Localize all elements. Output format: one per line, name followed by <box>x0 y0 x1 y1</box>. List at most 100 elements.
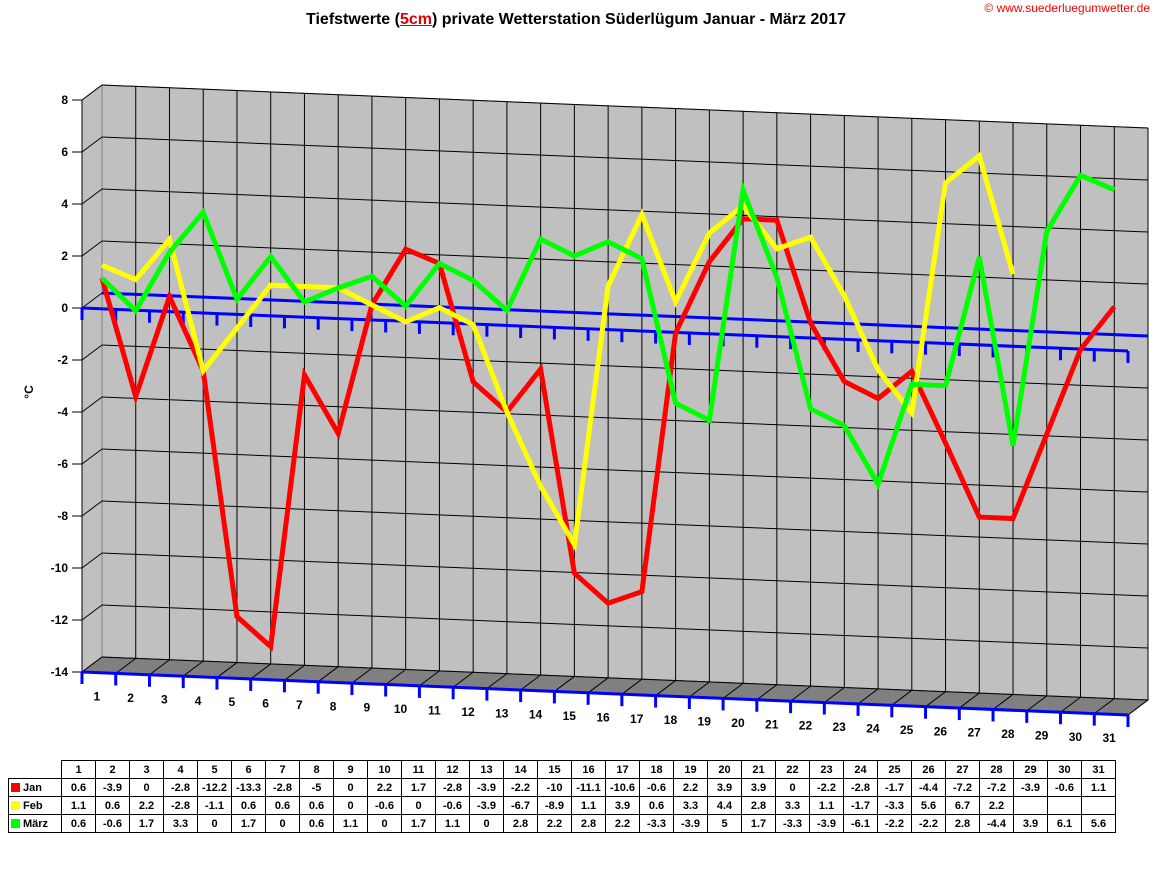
copyright-link[interactable]: © www.suederluegumwetter.de <box>984 1 1150 15</box>
table-cell: -3.9 <box>469 778 504 797</box>
x-tick-label: 9 <box>363 701 370 715</box>
table-cell: -1.7 <box>843 796 878 815</box>
gridline-floor <box>452 671 474 688</box>
legend-label: Jan <box>23 781 42 794</box>
x-tick-label: 17 <box>630 712 644 726</box>
x-tick-label: 11 <box>428 703 441 717</box>
table-header-cell: 7 <box>265 760 300 779</box>
table-cell: -1.7 <box>877 778 912 797</box>
table-cell: -3.3 <box>775 814 810 833</box>
table-cell: 0 <box>197 814 232 833</box>
table-header-cell: 5 <box>197 760 232 779</box>
table-cell: 3.9 <box>1013 814 1048 833</box>
table-cell: 1.7 <box>231 814 266 833</box>
table-cell: 0 <box>367 814 402 833</box>
zero-line-back <box>101 291 1149 338</box>
table-cell: -8.9 <box>537 796 572 815</box>
table-cell: 2.2 <box>605 814 640 833</box>
table-cell: -0.6 <box>1047 778 1082 797</box>
table-header-cell: 2 <box>95 760 130 779</box>
y-tick-label: -10 <box>51 561 69 575</box>
x-tick-label: 8 <box>330 699 337 713</box>
table-cell: -0.6 <box>435 796 470 815</box>
gridline-h <box>101 188 1149 233</box>
x-tick-label: 30 <box>1069 730 1083 744</box>
x-tick-label: 2 <box>127 691 134 705</box>
gridline-floor <box>182 660 204 677</box>
table-cell: 1.7 <box>401 778 436 797</box>
gridline-side <box>81 656 103 673</box>
gridline-floor <box>891 689 913 706</box>
x-axis-line <box>81 670 1129 717</box>
table-cell: -10 <box>537 778 572 797</box>
table-cell: 3.3 <box>163 814 198 833</box>
table-cell: 1.7 <box>129 814 164 833</box>
gridline-floor <box>419 670 440 687</box>
gridline-floor <box>621 678 643 695</box>
table-cell: 2.2 <box>673 778 708 797</box>
gridline-floor <box>351 667 373 684</box>
x-tick-label: 21 <box>765 717 779 731</box>
y-tick-label: 2 <box>61 249 68 263</box>
table-header-cell: 18 <box>639 760 674 779</box>
table-cell: 0.6 <box>265 796 300 815</box>
table-cell: 0 <box>775 778 810 797</box>
y-tick-label: -8 <box>57 509 68 523</box>
table-header-cell: 27 <box>945 760 980 779</box>
table-cell: 2.8 <box>945 814 980 833</box>
x-tick-label: 1 <box>94 690 101 704</box>
y-tick-label: 6 <box>61 145 68 159</box>
table-row: März 0.6 -0.6 1.7 3.3 0 1.7 0 0.6 1.1 0 1.7 1.1 0 2.8 2… <box>8 814 1116 833</box>
gridline-floor <box>1026 695 1048 712</box>
x-tick-label: 24 <box>866 722 880 736</box>
x-tick-label: 29 <box>1035 728 1049 742</box>
table-header-cell: 9 <box>333 760 368 779</box>
table-cell <box>1047 796 1082 815</box>
gridline-h <box>101 448 1149 493</box>
table-cell <box>1013 796 1048 815</box>
table-cell: 1.7 <box>401 814 436 833</box>
gridline-h <box>101 396 1149 441</box>
table-cell: 2.2 <box>129 796 164 815</box>
x-tick-label: 13 <box>495 706 509 720</box>
gridline-floor <box>857 688 879 705</box>
gridline-floor <box>250 663 272 680</box>
gridline-h <box>101 344 1149 389</box>
table-cell: -3.9 <box>809 814 844 833</box>
gridline-h <box>101 552 1149 597</box>
x-tick-label: 5 <box>228 695 235 709</box>
series-line-märz <box>100 172 1116 491</box>
gridline-h <box>101 136 1149 181</box>
x-tick-label: 19 <box>698 715 712 729</box>
gridline-h <box>101 84 1149 129</box>
gridline-h <box>101 500 1149 545</box>
table-cell: -11.1 <box>571 778 606 797</box>
x-tick-label: 20 <box>731 716 745 730</box>
gridline-floor <box>790 685 811 702</box>
table-cell: -1.1 <box>197 796 232 815</box>
gridline-floor <box>655 680 676 696</box>
legend-label: Feb <box>23 799 43 812</box>
legend-entry: Feb <box>8 796 62 815</box>
table-cell: -0.6 <box>95 814 130 833</box>
table-cell: 3.9 <box>707 778 742 797</box>
table-header-cell: 30 <box>1047 760 1082 779</box>
side-wall <box>81 84 103 673</box>
table-cell: 3.9 <box>741 778 776 797</box>
title-suffix: ) private Wetterstation Süderlügum Janua… <box>431 11 846 28</box>
table-cell: -7.2 <box>979 778 1014 797</box>
gridline-floor <box>216 662 238 678</box>
gridline-floor <box>385 669 406 685</box>
table-cell: 1.1 <box>333 814 368 833</box>
table-cell: -10.6 <box>605 778 640 797</box>
gridline-floor <box>554 676 575 692</box>
gridline-floor <box>756 684 778 701</box>
gridline-side <box>81 448 103 465</box>
gridline-floor <box>958 692 980 709</box>
table-cell: 2.2 <box>537 814 572 833</box>
table-cell: 3.3 <box>775 796 810 815</box>
x-tick-label: 25 <box>900 723 914 737</box>
y-tick-label: -14 <box>51 665 69 679</box>
table-header-cell: 21 <box>741 760 776 779</box>
